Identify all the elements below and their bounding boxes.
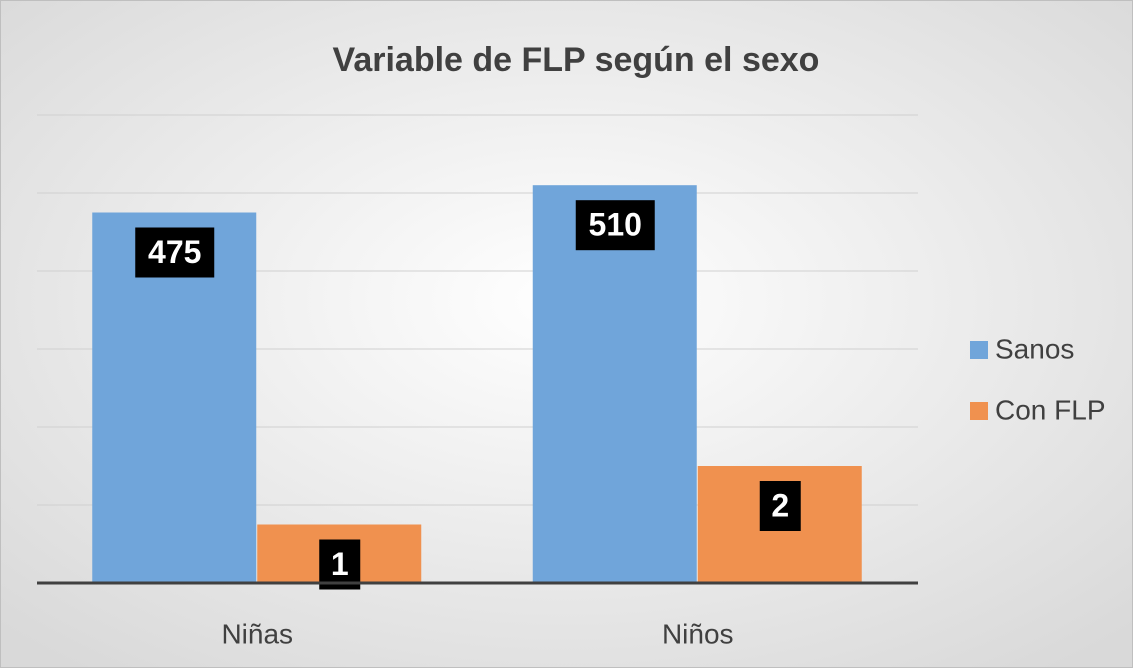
legend-swatch (970, 402, 988, 420)
data-label: 510 (589, 207, 642, 243)
chart-title: Variable de FLP según el sexo (333, 41, 820, 79)
legend-label: Con FLP (995, 394, 1106, 425)
legend-swatch (970, 341, 988, 359)
data-label-box (759, 481, 801, 531)
data-label-box (135, 227, 215, 278)
data-label: 1 (331, 546, 349, 582)
bar (532, 185, 697, 583)
legend-label: Sanos (995, 333, 1074, 364)
x-tick-label: Niñas (221, 618, 293, 649)
data-label-box (575, 200, 655, 251)
data-label-box (319, 539, 361, 590)
data-label: 475 (148, 234, 201, 270)
data-label: 2 (771, 487, 789, 523)
x-tick-label: Niños (662, 618, 734, 649)
